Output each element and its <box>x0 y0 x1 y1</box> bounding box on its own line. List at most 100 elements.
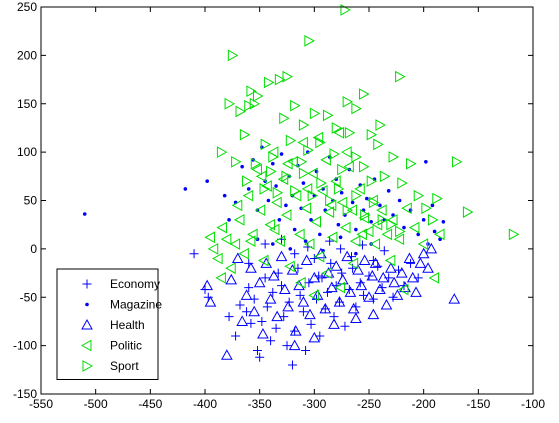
x-tick-label: -250 <box>357 397 381 411</box>
data-point-economy <box>306 319 316 329</box>
data-point-sport <box>268 151 279 163</box>
data-point-sport <box>244 99 255 112</box>
data-point-sport <box>296 155 308 168</box>
data-point-health <box>248 305 261 317</box>
data-point-politic <box>428 272 440 284</box>
data-point-sport <box>227 49 239 62</box>
legend-label-sport: Sport <box>110 359 139 373</box>
data-point-magazine <box>303 239 308 243</box>
data-point-politic <box>358 212 370 224</box>
data-point-politic <box>254 204 266 217</box>
data-point-magazine <box>284 203 288 208</box>
data-point-magazine <box>270 161 275 166</box>
data-point-sport <box>359 88 370 100</box>
data-point-economy <box>322 287 332 297</box>
data-point-health <box>333 296 346 307</box>
data-point-politic <box>229 238 241 250</box>
data-point-politic <box>207 243 219 255</box>
legend-label-health: Health <box>110 318 145 332</box>
data-point-sport <box>379 170 391 183</box>
y-tick-label: 0 <box>30 242 37 256</box>
data-point-politic <box>280 209 292 221</box>
data-point-sport <box>272 186 284 199</box>
data-point-economy <box>336 244 346 254</box>
data-point-sport <box>216 146 228 158</box>
data-point-health <box>395 267 408 278</box>
data-point-sport <box>366 175 378 187</box>
data-point-health <box>347 302 360 314</box>
data-point-health <box>286 264 299 275</box>
data-point-politic <box>310 215 322 228</box>
data-point-health <box>300 254 313 265</box>
data-point-sport <box>250 157 262 170</box>
y-tick-label: -100 <box>13 339 37 353</box>
series-politic <box>204 126 445 302</box>
data-point-health <box>257 327 269 339</box>
data-point-health <box>253 276 266 288</box>
data-point-economy <box>284 297 294 307</box>
data-point-health <box>325 281 338 293</box>
data-point-sport <box>340 4 351 16</box>
data-point-politic <box>244 235 256 247</box>
data-point-health <box>344 286 357 297</box>
data-point-sport <box>263 76 275 89</box>
data-point-health <box>406 271 419 283</box>
data-point-magazine <box>430 203 435 208</box>
data-point-sport <box>359 160 370 173</box>
data-point-sport <box>388 151 400 163</box>
data-point-sport <box>290 99 301 112</box>
data-point-health <box>297 296 310 307</box>
y-tick-label: 150 <box>17 97 37 111</box>
data-point-politic <box>354 183 365 195</box>
data-point-health <box>380 298 393 310</box>
data-point-magazine <box>339 190 344 195</box>
data-point-economy <box>279 312 289 322</box>
data-point-politic <box>330 175 341 187</box>
data-point-politic <box>367 194 378 207</box>
data-point-health <box>245 262 257 273</box>
data-point-economy <box>287 360 297 370</box>
data-point-politic <box>255 170 267 183</box>
data-point-sport <box>395 225 406 238</box>
data-point-economy <box>266 336 276 346</box>
data-point-magazine <box>318 232 322 237</box>
data-point-magazine <box>301 181 306 185</box>
data-point-sport <box>316 177 327 189</box>
data-point-politic <box>341 146 352 158</box>
data-point-health <box>319 302 332 314</box>
data-point-sport <box>252 90 264 102</box>
data-point-sport <box>304 35 315 47</box>
data-point-magazine <box>378 203 382 208</box>
data-point-magazine <box>438 237 442 241</box>
data-point-sport <box>259 183 271 195</box>
data-point-economy <box>326 258 336 268</box>
data-point-sport <box>290 184 301 197</box>
data-point-health <box>221 349 233 360</box>
data-point-sport <box>342 204 354 217</box>
data-point-economy <box>189 249 199 259</box>
data-point-health <box>341 250 353 262</box>
data-point-magazine <box>397 198 402 203</box>
data-point-health <box>377 271 390 283</box>
data-point-health <box>367 308 380 320</box>
data-point-magazine <box>365 196 369 201</box>
data-point-politic <box>204 231 215 244</box>
data-point-sport <box>373 138 384 151</box>
data-point-sport <box>315 136 326 149</box>
axes: -550 -500 -450 -400 -350 -300 -250 -200 -150 -100… <box>13 0 545 411</box>
data-point-politic <box>321 267 332 279</box>
data-point-magazine <box>391 213 395 217</box>
data-point-politic <box>356 228 367 241</box>
data-point-politic <box>277 173 289 186</box>
y-tick-label: 100 <box>17 145 37 159</box>
data-point-magazine <box>421 218 426 222</box>
data-point-politic <box>393 233 405 246</box>
data-point-politic <box>258 254 269 267</box>
data-point-sport <box>298 119 310 131</box>
data-point-health <box>363 291 375 302</box>
data-point-health <box>388 276 400 288</box>
data-point-magazine <box>277 218 282 222</box>
data-point-health <box>204 296 217 307</box>
x-tick-label: -100 <box>521 397 545 411</box>
